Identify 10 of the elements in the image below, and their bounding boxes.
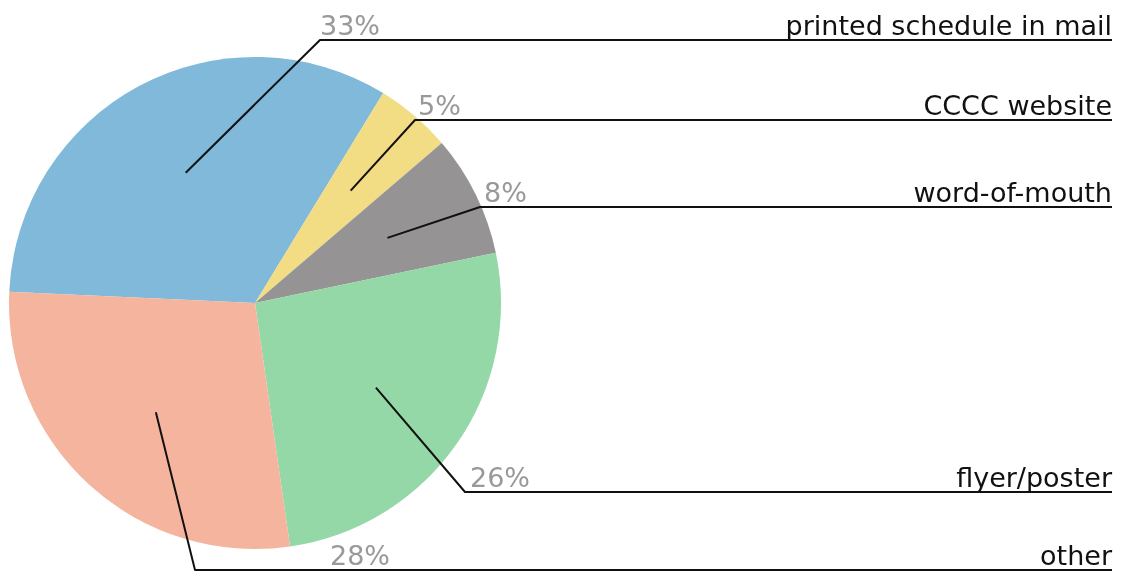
- data-label: 5%: [418, 90, 461, 121]
- slice-label: CCCC website: [923, 90, 1112, 121]
- slice-label: other: [1040, 540, 1113, 571]
- data-label: 28%: [330, 540, 391, 571]
- slice-label: flyer/poster: [956, 462, 1113, 493]
- slice-label: printed schedule in mail: [785, 10, 1112, 41]
- slice-label: word-of-mouth: [913, 177, 1112, 208]
- data-label: 8%: [484, 177, 527, 208]
- data-label: 33%: [320, 10, 381, 41]
- data-label: 26%: [470, 462, 531, 493]
